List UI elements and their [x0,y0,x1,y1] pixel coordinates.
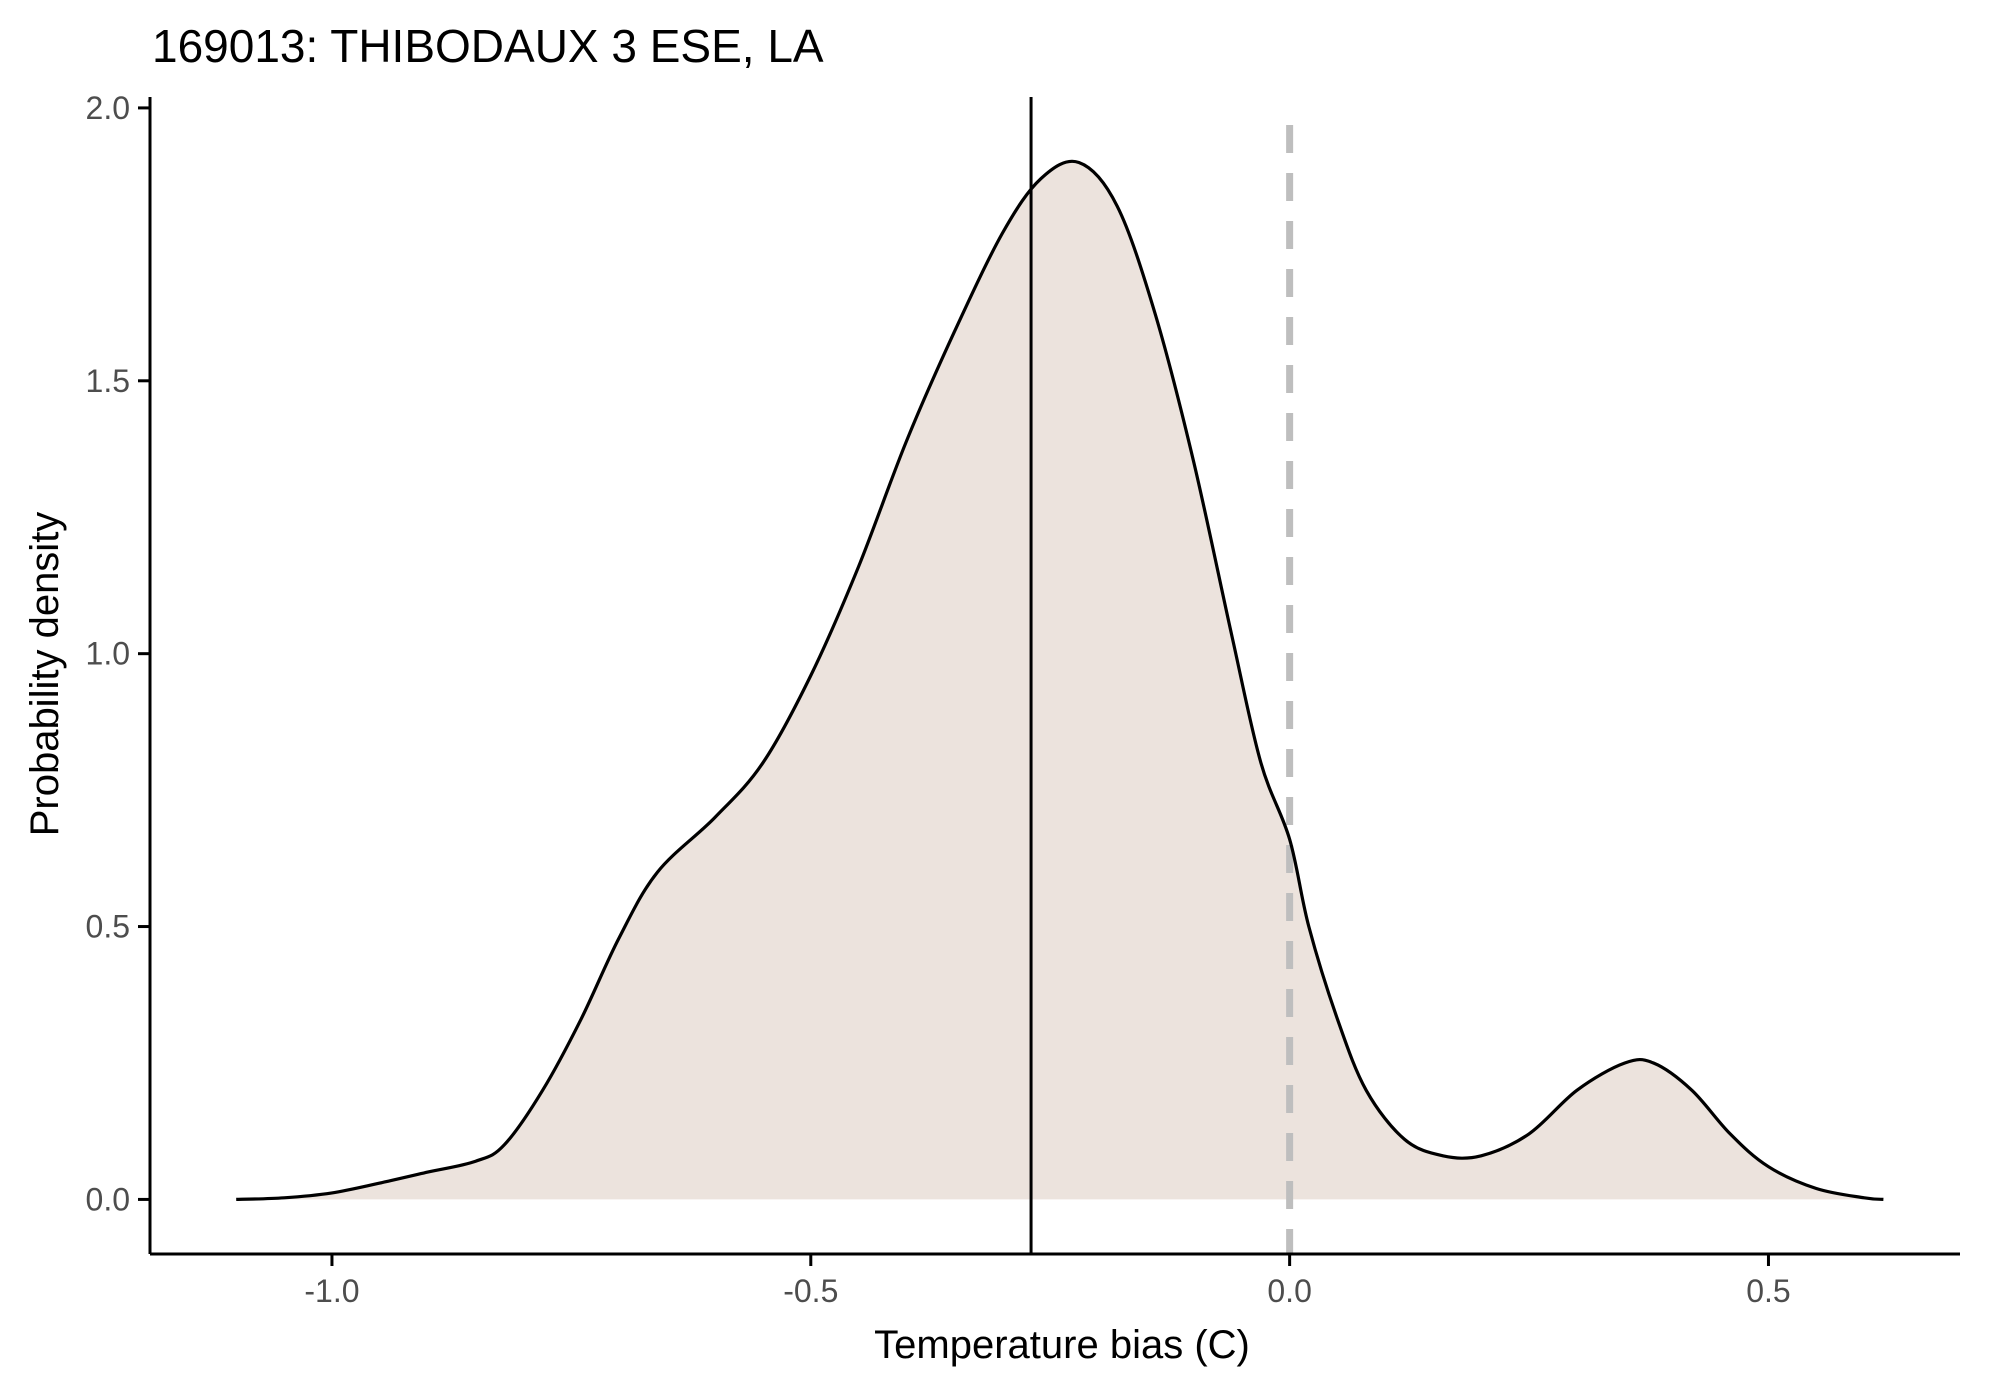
y-tick-label: 1.0 [86,636,130,672]
y-axis-ticks: 0.0 0.5 1.0 1.5 2.0 [86,90,150,1217]
y-tick-label: 2.0 [86,90,130,126]
x-tick-label: -0.5 [783,1273,838,1309]
density-area [236,161,1884,1200]
x-tick-label: -1.0 [304,1273,359,1309]
plot-area [236,97,1884,1254]
density-curve [236,159,1884,1201]
chart-title: 169013: THIBODAUX 3 ESE, LA [152,20,824,72]
x-tick-label: 0.5 [1746,1273,1790,1309]
y-tick-label: 0.0 [86,1181,130,1217]
x-axis-title: Temperature bias (C) [874,1323,1250,1367]
y-axis-title: Probability density [23,512,67,837]
x-axis-ticks: -1.0 -0.5 0.0 0.5 [304,1254,1791,1309]
y-tick-label: 0.5 [86,909,130,945]
x-tick-label: 0.0 [1267,1273,1311,1309]
y-tick-label: 1.5 [86,363,130,399]
